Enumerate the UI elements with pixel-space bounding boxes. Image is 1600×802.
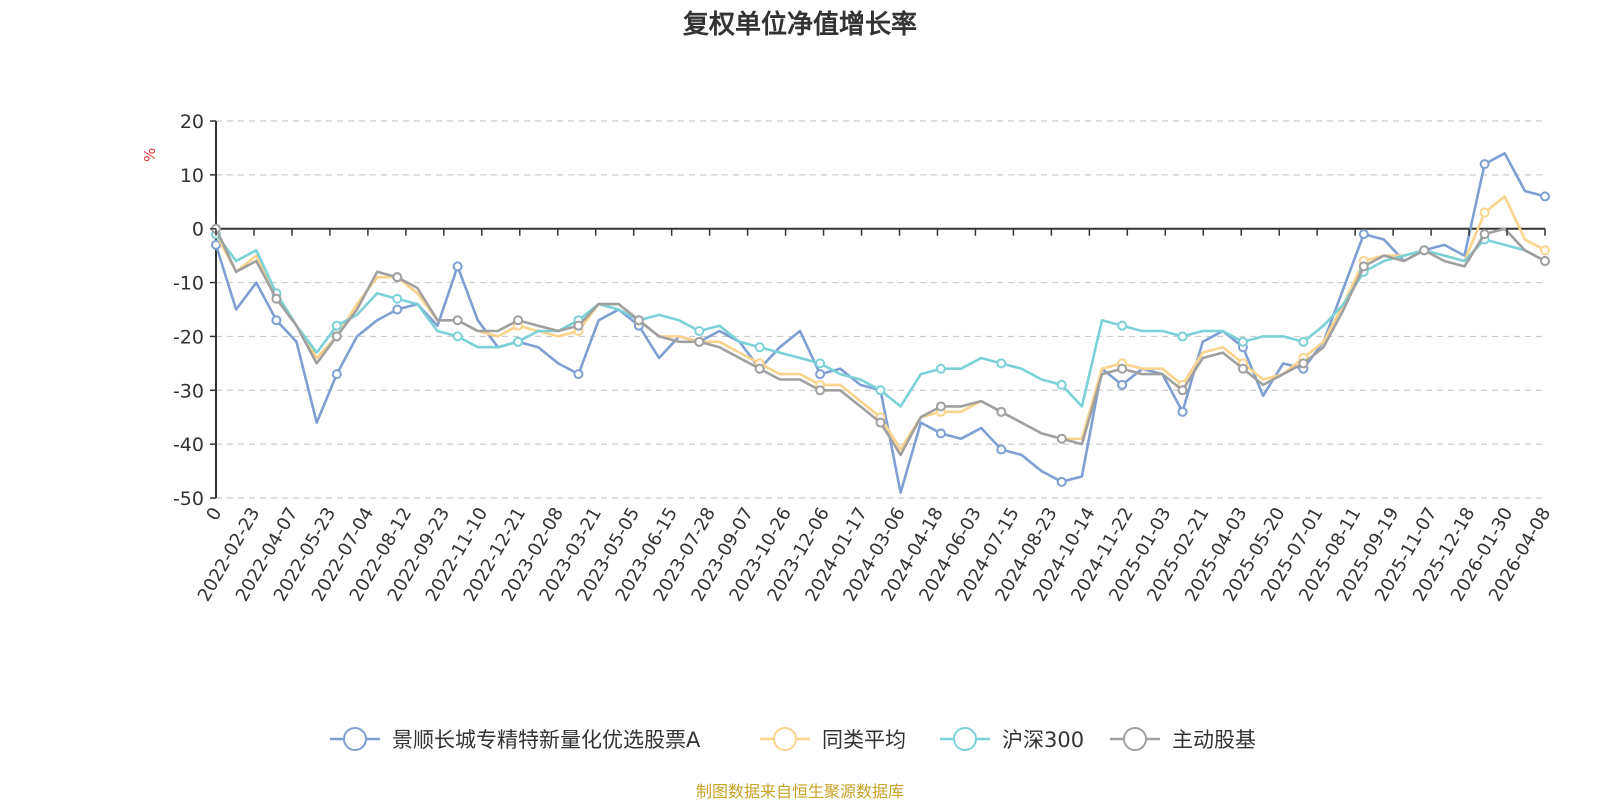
data-point — [935, 363, 946, 374]
series-line — [214, 233, 1546, 408]
data-point — [1358, 229, 1369, 240]
data-point — [633, 315, 644, 326]
legend-label: 沪深300 — [1002, 728, 1084, 752]
data-point — [815, 385, 826, 396]
data-point — [754, 363, 765, 374]
y-tick-label: -10 — [173, 273, 204, 295]
data-point — [271, 315, 282, 326]
data-point — [694, 326, 705, 337]
data-point — [1117, 379, 1128, 390]
y-axis-label: % — [141, 148, 159, 162]
data-point — [573, 369, 584, 380]
y-tick-label: -40 — [173, 434, 204, 456]
y-tick-label: -50 — [173, 488, 204, 510]
data-point — [1056, 379, 1067, 390]
legend-marker — [773, 727, 797, 751]
y-axis-ticks: 20 10 0 -10 -20 -30 -40 -50 — [173, 111, 216, 510]
data-point — [875, 385, 886, 396]
data-point — [935, 401, 946, 412]
data-point — [1177, 406, 1188, 417]
data-point — [1117, 363, 1128, 374]
y-tick-label: -30 — [173, 380, 204, 402]
data-point — [815, 358, 826, 369]
data-point — [1419, 245, 1430, 256]
data-point — [1540, 256, 1550, 267]
data-point — [1298, 336, 1309, 347]
y-tick-label: -20 — [173, 326, 204, 348]
data-point — [1177, 385, 1188, 396]
data-point — [996, 406, 1007, 417]
data-point — [513, 315, 524, 326]
data-point — [331, 320, 342, 331]
data-point — [1177, 331, 1188, 342]
data-point — [935, 428, 946, 439]
series-line — [214, 152, 1546, 494]
chart-title: 复权单位净值增长率 — [682, 10, 917, 40]
legend-label: 同类平均 — [822, 728, 906, 752]
data-point — [1479, 229, 1490, 240]
legend-label: 主动股基 — [1172, 728, 1256, 752]
data-point — [392, 304, 403, 315]
legend-label: 景顺长城专精特新量化优选股票A — [392, 728, 701, 752]
data-point — [452, 331, 463, 342]
data-point — [331, 369, 342, 380]
data-point — [694, 336, 705, 347]
legend: 景顺长城专精特新量化优选股票A 同类平均 沪深300 主动股基 — [330, 727, 1256, 752]
data-point — [1237, 363, 1248, 374]
data-point — [996, 358, 1007, 369]
series-line — [214, 195, 1546, 451]
gridlines — [216, 120, 1545, 499]
data-point — [211, 239, 221, 250]
data-point — [875, 417, 886, 428]
data-point — [271, 293, 282, 304]
data-point — [815, 369, 826, 380]
data-point — [1056, 433, 1067, 444]
data-point — [392, 272, 403, 283]
legend-marker — [953, 727, 977, 751]
series-lines — [211, 152, 1550, 494]
y-tick-label: 20 — [180, 111, 204, 133]
data-point — [1358, 261, 1369, 272]
legend-marker — [343, 727, 367, 751]
data-point — [452, 315, 463, 326]
data-point — [573, 320, 584, 331]
y-tick-label: 0 — [192, 219, 204, 241]
data-point — [513, 336, 524, 347]
data-point — [996, 444, 1007, 455]
x-tick-label: 0 — [202, 504, 226, 524]
data-point — [1540, 191, 1550, 202]
data-point — [1056, 476, 1067, 487]
axes — [215, 121, 1545, 498]
data-point — [754, 342, 765, 353]
data-point — [331, 331, 342, 342]
data-point — [452, 261, 463, 272]
legend-marker — [1123, 727, 1147, 751]
data-point — [1237, 336, 1248, 347]
data-point — [392, 293, 403, 304]
data-point — [1479, 207, 1490, 218]
y-tick-label: 10 — [180, 165, 204, 187]
source-note: 制图数据来自恒生聚源数据库 — [695, 782, 904, 801]
data-point — [1117, 320, 1128, 331]
data-point — [1540, 245, 1550, 256]
data-point — [1298, 358, 1309, 369]
data-point — [1479, 159, 1490, 170]
